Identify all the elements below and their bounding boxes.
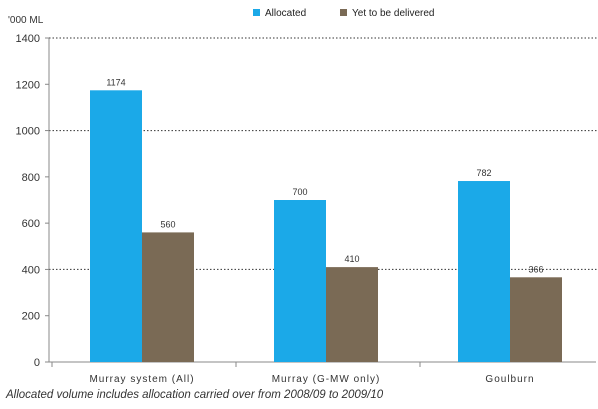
y-axis: 0 200 400 600 800 1000 1200 1400 (16, 33, 50, 369)
y-tick-label-1200: 1200 (16, 79, 40, 91)
bars: 1174 560 700 410 782 366 (90, 77, 562, 362)
y-tick-label-1400: 1400 (16, 33, 40, 45)
data-label-yet-to-be-delivered-0: 560 (160, 219, 175, 229)
bar-allocated-2 (458, 181, 510, 362)
y-tick-label-0: 0 (34, 357, 40, 369)
y-tick-label-800: 800 (22, 172, 40, 184)
y-tick-label-1000: 1000 (16, 126, 40, 138)
data-label-allocated-0: 1174 (106, 77, 125, 87)
data-label-yet-to-be-delivered-1: 410 (344, 254, 359, 264)
data-label-allocated-2: 782 (476, 168, 491, 178)
legend-label-allocated: Allocated (265, 8, 306, 19)
footnote: Allocated volume includes allocation car… (6, 389, 384, 401)
legend-swatch-allocated (253, 9, 260, 16)
data-label-yet-to-be-delivered-2: 366 (528, 264, 543, 274)
y-tick-label-600: 600 (22, 218, 40, 230)
y-tick-label-200: 200 (22, 311, 40, 323)
x-category-label-2: Goulburn (485, 374, 534, 385)
x-category-label-1: Murray (G-MW only) (272, 374, 381, 385)
legend-swatch-yet-to-be-delivered (340, 9, 347, 16)
bar-allocated-1 (274, 200, 326, 362)
legend-label-yet-to-be-delivered: Yet to be delivered (352, 8, 434, 19)
y-unit-label: '000 ML (8, 15, 44, 26)
x-category-label-0: Murray system (All) (89, 374, 194, 385)
bar-allocated-0 (90, 90, 142, 362)
bar-yet-to-be-delivered-0 (142, 232, 194, 362)
legend: Allocated Yet to be delivered (253, 8, 434, 19)
x-axis: Murray system (All) Murray (G-MW only) Gou… (49, 361, 596, 385)
bar-yet-to-be-delivered-1 (326, 267, 378, 362)
data-label-allocated-1: 700 (292, 187, 307, 197)
bar-yet-to-be-delivered-2 (510, 277, 562, 362)
y-tick-label-400: 400 (22, 264, 40, 276)
